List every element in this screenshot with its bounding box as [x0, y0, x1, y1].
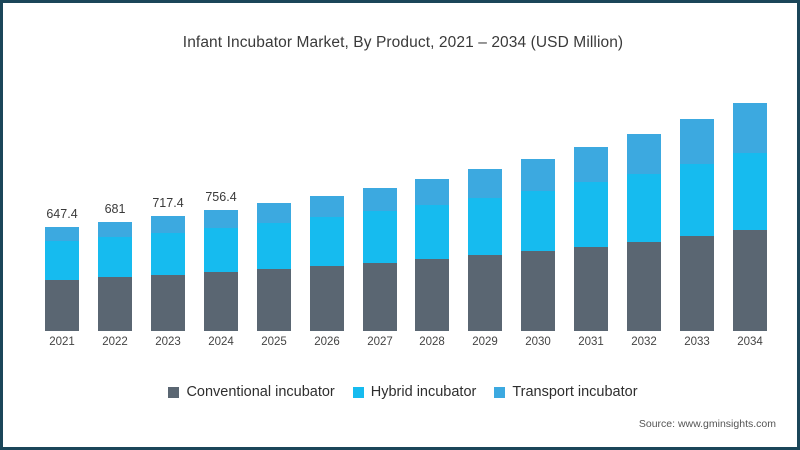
bar-segment[interactable] [680, 163, 714, 237]
bar-segment[interactable] [468, 255, 502, 331]
bar-segment[interactable] [257, 222, 291, 270]
x-axis-tick-2034: 2034 [737, 336, 763, 348]
bar-segment[interactable] [98, 277, 132, 331]
bar-value-label: 756.4 [205, 189, 237, 204]
legend-item-label: Hybrid incubator [370, 384, 477, 400]
bar-segment[interactable] [151, 216, 185, 233]
bar-column-2025[interactable] [257, 203, 291, 331]
bar-segment[interactable] [363, 211, 397, 263]
x-axis-tick-2025: 2025 [261, 336, 287, 348]
bar-segment[interactable] [204, 227, 238, 273]
bar-column-2029[interactable] [468, 169, 502, 331]
bar-segment[interactable] [415, 259, 449, 331]
bar-value-label: 681 [104, 202, 126, 217]
bar-segment[interactable] [204, 272, 238, 331]
bar-segment[interactable] [310, 266, 344, 331]
bar-segment[interactable] [257, 269, 291, 331]
legend-swatch-icon [352, 386, 364, 398]
source-attribution: Source: www.gminsights.com [638, 418, 776, 430]
bar-segment[interactable] [574, 182, 608, 247]
page-title: Infant Incubator Market, By Product, 202… [182, 34, 624, 51]
bar-segment[interactable] [680, 118, 714, 164]
x-axis-tick-2021: 2021 [49, 336, 75, 348]
bar-column-2022[interactable]: 681 [98, 202, 132, 331]
bar-segment[interactable] [680, 236, 714, 331]
bar-column-2027[interactable] [363, 187, 397, 331]
bar-segment[interactable] [257, 203, 291, 223]
bar-segment[interactable] [468, 169, 502, 199]
plot-area: 647.4 681 717.4 756.4 [36, 91, 776, 331]
bar-segment[interactable] [415, 179, 449, 205]
x-axis-tick-2028: 2028 [419, 336, 445, 348]
x-axis-tick-2022: 2022 [102, 336, 128, 348]
bar-segment[interactable] [45, 227, 79, 242]
x-axis-tick-2026: 2026 [314, 336, 340, 348]
legend-item-1[interactable]: Hybrid incubator [352, 384, 477, 400]
bar-segment[interactable] [627, 133, 661, 174]
chart-canvas: Infant Incubator Market, By Product, 202… [6, 6, 794, 444]
legend-item-label: Conventional incubator [186, 384, 335, 400]
bar-segment[interactable] [574, 146, 608, 183]
bar-segment[interactable] [98, 222, 132, 237]
bar-segment[interactable] [310, 195, 344, 218]
bar-column-2034[interactable] [733, 102, 767, 331]
bar-column-2024[interactable]: 756.4 [204, 190, 238, 331]
legend-swatch-icon [494, 386, 506, 398]
legend-item-label: Transport incubator [512, 384, 638, 400]
bar-segment[interactable] [204, 210, 238, 228]
bar-segment[interactable] [733, 152, 767, 231]
bar-column-2026[interactable] [310, 195, 344, 331]
x-axis-tick-2033: 2033 [684, 336, 710, 348]
bar-segment[interactable] [363, 262, 397, 331]
bar-segment[interactable] [151, 274, 185, 331]
bar-value-label: 647.4 [46, 207, 78, 222]
bar-segment[interactable] [98, 236, 132, 278]
bar-value-label: 717.4 [152, 196, 184, 211]
bar-segment[interactable] [363, 187, 397, 212]
bar-segment[interactable] [627, 241, 661, 331]
chart-legend: Conventional incubator Hybrid incubator Tr… [6, 384, 800, 400]
bar-segment[interactable] [468, 198, 502, 256]
x-axis-tick-2031: 2031 [578, 336, 604, 348]
bar-segment[interactable] [45, 241, 79, 280]
bar-segment[interactable] [521, 190, 555, 252]
bar-segment[interactable] [733, 102, 767, 153]
bar-column-2031[interactable] [574, 146, 608, 331]
x-axis-tick-2030: 2030 [525, 336, 551, 348]
x-axis-tick-2029: 2029 [472, 336, 498, 348]
legend-item-0[interactable]: Conventional incubator [168, 384, 335, 400]
bar-segment[interactable] [151, 232, 185, 275]
bar-column-2021[interactable]: 647.4 [45, 207, 79, 331]
bar-segment[interactable] [574, 246, 608, 331]
x-axis: 2021 2022 2023 2024 2025 2026 2027 2028 2029 2030… [36, 336, 776, 356]
legend-swatch-icon [168, 386, 180, 398]
bar-column-2033[interactable] [680, 118, 714, 331]
bar-segment[interactable] [521, 158, 555, 191]
x-axis-tick-2027: 2027 [367, 336, 393, 348]
bar-segment[interactable] [627, 173, 661, 242]
bar-column-2028[interactable] [415, 179, 449, 331]
bar-column-2032[interactable] [627, 133, 661, 331]
x-axis-tick-2032: 2032 [631, 336, 657, 348]
bar-segment[interactable] [310, 217, 344, 267]
x-axis-tick-2023: 2023 [155, 336, 181, 348]
x-axis-tick-2024: 2024 [208, 336, 234, 348]
bar-column-2030[interactable] [521, 158, 555, 331]
legend-item-2[interactable]: Transport incubator [494, 384, 638, 400]
bar-segment[interactable] [733, 230, 767, 331]
bar-segment[interactable] [415, 204, 449, 260]
bar-segment[interactable] [521, 251, 555, 331]
bar-column-2023[interactable]: 717.4 [151, 196, 185, 331]
bar-segment[interactable] [45, 279, 79, 331]
